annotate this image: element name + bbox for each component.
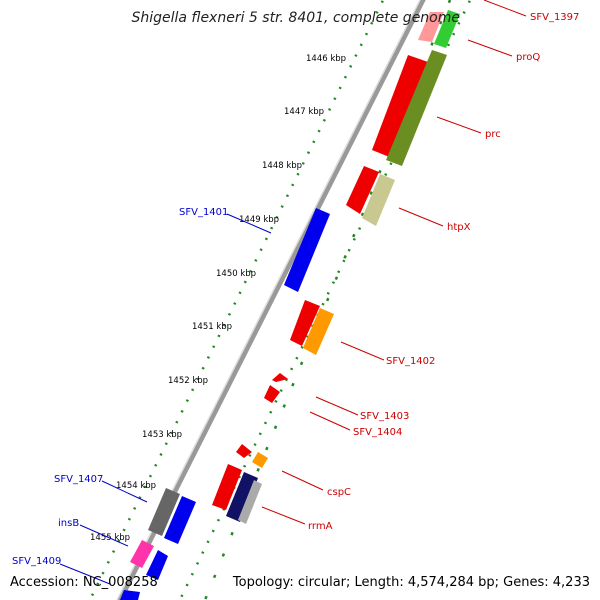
marker-track (203, 0, 452, 600)
gene-proq-feature[interactable] (372, 55, 428, 158)
gene-sfv1403-feature[interactable] (272, 373, 288, 382)
leader-insb (79, 524, 129, 547)
leader-sfv1403 (315, 396, 359, 416)
gene-rrma-feature[interactable] (212, 464, 242, 510)
gene-sfv1401-feature[interactable] (284, 208, 330, 292)
leader-cspc (281, 470, 324, 491)
label-htpx[interactable]: htpX (447, 222, 471, 233)
leader-rrma (261, 506, 306, 525)
label-sfv1403[interactable]: SFV_1403 (360, 411, 409, 422)
label-cspc[interactable]: cspC (327, 487, 351, 498)
label-sfv1404[interactable]: SFV_1404 (353, 427, 402, 438)
reverse-gene-labels: SFV_1401 SFV_1407 insB SFV_1409 (12, 207, 272, 585)
tick-1446: 1446 kbp (306, 54, 346, 64)
gene-insb2-feature[interactable] (146, 550, 168, 580)
gene-sfv1402-feature[interactable] (290, 300, 320, 346)
gene-sfv1407b-feature[interactable] (164, 496, 196, 544)
leader-sfv1409 (59, 563, 111, 585)
topology-summary: Topology: circular; Length: 4,574,284 bp… (232, 575, 590, 590)
leader-prc (436, 116, 482, 134)
label-sfv1407[interactable]: SFV_1407 (54, 474, 103, 485)
gene-htpx2-feature[interactable] (362, 174, 395, 226)
genome-title: Shigella flexneri 5 str. 8401, complete … (131, 10, 460, 26)
forward-genes (212, 10, 460, 524)
reverse-genes (120, 208, 330, 600)
leader-sfv1397 (483, 0, 527, 17)
label-prc[interactable]: prc (485, 129, 501, 140)
tick-1449: 1449 kbp (239, 215, 279, 225)
leader-htpx (398, 207, 444, 227)
gene-cspc-feature[interactable] (236, 444, 252, 458)
gene-htpx-feature[interactable] (346, 166, 379, 214)
gene-rrma2-feature[interactable] (226, 472, 258, 522)
gene-sfv1397-feature[interactable] (418, 12, 444, 42)
gene-sfv1407-feature[interactable] (148, 488, 180, 536)
gene-sfv1404-feature[interactable] (264, 385, 280, 403)
label-proq[interactable]: proQ (516, 52, 540, 63)
tick-1451: 1451 kbp (192, 322, 232, 332)
tick-1448: 1448 kbp (262, 161, 302, 171)
leader-sfv1404 (309, 411, 351, 431)
accession-label: Accession: NC_008258 (10, 575, 158, 590)
label-insb[interactable]: insB (58, 518, 79, 529)
label-sfv1402[interactable]: SFV_1402 (386, 356, 435, 367)
tick-1450: 1450 kbp (216, 269, 256, 279)
tick-1454: 1454 kbp (116, 481, 156, 491)
label-sfv1409[interactable]: SFV_1409 (12, 556, 61, 567)
tick-1452: 1452 kbp (168, 376, 208, 386)
label-sfv1397[interactable]: SFV_1397 (530, 12, 579, 23)
leader-sfv1402 (340, 341, 385, 361)
tick-labels: 1446 kbp 1447 kbp 1448 kbp 1449 kbp 1450… (90, 54, 346, 543)
leader-proq (467, 39, 513, 57)
gene-sfv1397b-feature[interactable] (434, 10, 460, 48)
gene-sfv1409-feature[interactable] (120, 590, 140, 600)
gene-prc-feature[interactable] (386, 50, 447, 166)
tick-1453: 1453 kbp (142, 430, 182, 440)
leader-sfv1407 (101, 480, 148, 503)
label-sfv1401[interactable]: SFV_1401 (179, 207, 228, 218)
gene-rrma3-feature[interactable] (238, 480, 262, 524)
leader-sfv1401 (226, 213, 272, 234)
forward-gene-labels: SFV_1397 proQ prc htpX SFV_1402 SFV_1403… (261, 0, 579, 532)
label-rrma[interactable]: rrmA (308, 521, 333, 532)
gene-sfv1402b-feature[interactable] (303, 308, 334, 355)
gene-insb-feature[interactable] (130, 540, 154, 568)
tick-1447: 1447 kbp (284, 107, 324, 117)
gene-cspc2-feature[interactable] (252, 452, 268, 468)
